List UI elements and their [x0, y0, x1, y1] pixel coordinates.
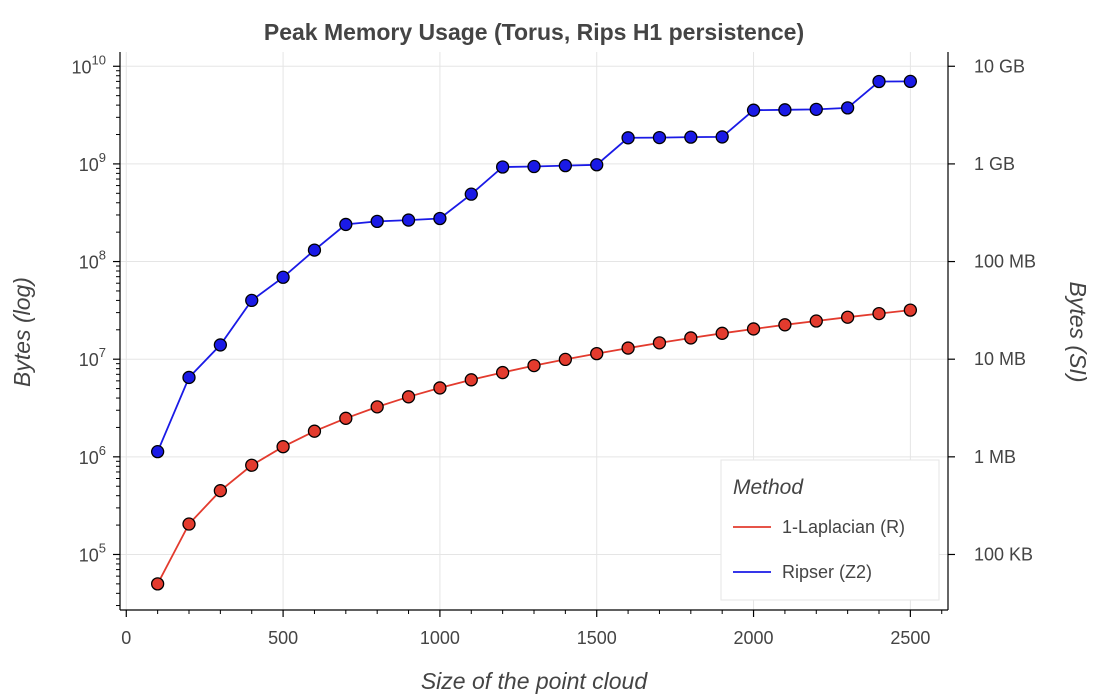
data-point-series-0	[840, 310, 855, 324]
x-tick-label: 2000	[734, 628, 774, 648]
y-tick-label: 107	[79, 345, 106, 370]
data-point-series-0	[621, 341, 635, 355]
data-point-series-1	[307, 243, 322, 257]
y-right-tick-label: 100 KB	[974, 544, 1033, 564]
legend-box	[720, 459, 940, 601]
data-point-series-1	[370, 214, 384, 229]
y-right-tick-label: 1 GB	[974, 154, 1015, 174]
chart-title: Peak Memory Usage (Torus, Rips H1 persis…	[264, 19, 804, 45]
data-point-series-0	[527, 358, 541, 373]
data-point-series-1	[903, 74, 918, 89]
axes-layer: 0 500 1000 1500 2000 2500 105 106 107 108 109 1010 1…	[72, 52, 1036, 648]
y-tick-label: 109	[79, 150, 106, 175]
data-point-series-0	[903, 303, 918, 317]
data-point-series-1	[464, 187, 478, 201]
y-right-tick-label: 10 MB	[974, 349, 1026, 369]
data-point-series-0	[495, 365, 510, 380]
data-point-series-0	[715, 326, 729, 340]
data-point-series-0	[150, 577, 165, 591]
legend-label: Ripser (Z2)	[782, 562, 872, 582]
data-point-series-0	[590, 346, 604, 361]
y-right-tick-label: 100 MB	[974, 252, 1036, 272]
data-point-series-1	[684, 130, 698, 144]
x-axis-label: Size of the point cloud	[421, 668, 649, 694]
data-point-series-1	[182, 370, 196, 385]
data-point-series-1	[276, 270, 290, 284]
data-point-series-0	[558, 352, 573, 367]
data-point-series-0	[746, 322, 761, 336]
data-point-series-1	[401, 213, 416, 227]
data-point-series-1	[778, 103, 792, 117]
data-point-series-0	[433, 381, 447, 395]
data-point-series-0	[401, 390, 416, 404]
data-point-series-0	[182, 517, 196, 531]
series-line-1	[156, 80, 911, 453]
data-point-series-0	[245, 458, 259, 472]
data-point-series-1	[433, 211, 447, 226]
data-point-series-1	[872, 74, 886, 89]
data-point-series-1	[558, 158, 573, 173]
y-right-tick-label: 10 GB	[974, 56, 1025, 76]
legend: Method 1-Laplacian (R) Ripser (Z2)	[720, 459, 940, 601]
data-point-series-1	[150, 445, 165, 459]
data-point-series-1	[840, 101, 855, 115]
data-point-series-0	[872, 306, 886, 321]
data-point-series-0	[652, 336, 667, 350]
legend-title: Method	[733, 476, 804, 499]
y-tick-label: 106	[79, 443, 106, 468]
data-point-series-0	[809, 314, 823, 328]
data-point-series-1	[213, 338, 228, 352]
data-point-series-1	[245, 293, 259, 308]
x-tick-label: 1000	[420, 628, 460, 648]
data-point-series-1	[621, 131, 635, 145]
data-point-series-1	[809, 102, 823, 117]
x-tick-label: 0	[121, 628, 131, 648]
series-layer	[150, 74, 918, 591]
y-tick-label: 1010	[72, 52, 107, 77]
y-tick-label: 108	[79, 248, 106, 273]
data-point-series-1	[746, 103, 761, 117]
data-point-series-1	[339, 217, 353, 232]
y-axis-right-label: Bytes (SI)	[1065, 282, 1091, 383]
data-point-series-0	[464, 373, 478, 387]
x-tick-label: 500	[268, 628, 298, 648]
data-point-series-0	[213, 484, 228, 498]
data-point-series-0	[684, 331, 698, 345]
data-point-series-0	[276, 440, 290, 454]
data-point-series-0	[339, 411, 353, 425]
legend-label: 1-Laplacian (R)	[782, 517, 905, 537]
data-point-series-1	[527, 159, 541, 174]
legend-items: 1-Laplacian (R) Ripser (Z2)	[733, 517, 905, 582]
data-point-series-1	[715, 130, 729, 144]
y-tick-label: 105	[79, 540, 106, 565]
data-point-series-1	[590, 158, 604, 172]
y-axis-label: Bytes (log)	[9, 277, 35, 387]
data-point-series-0	[778, 318, 792, 332]
data-point-series-1	[495, 160, 510, 174]
data-point-series-0	[307, 424, 322, 438]
data-point-series-1	[652, 130, 667, 145]
x-tick-label: 2500	[890, 628, 930, 648]
x-tick-label: 1500	[577, 628, 617, 648]
data-point-series-0	[370, 400, 384, 414]
y-right-tick-label: 1 MB	[974, 447, 1016, 467]
